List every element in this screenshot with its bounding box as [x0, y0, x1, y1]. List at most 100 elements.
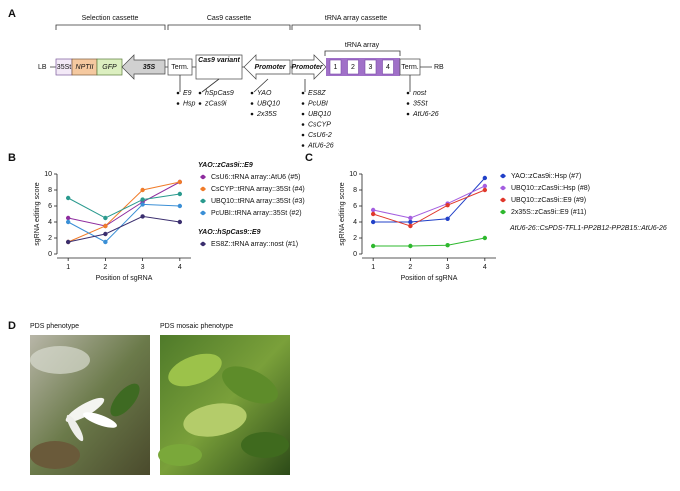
part-label: Promoter	[254, 64, 286, 71]
option-label: AtU6-26	[307, 142, 334, 149]
y-axis-label: sgRNA editing score	[339, 182, 346, 246]
bullet	[406, 102, 410, 105]
bullet	[198, 102, 202, 105]
bullet	[301, 144, 305, 147]
data-point	[408, 243, 413, 249]
series-line	[67, 193, 180, 219]
series-line	[67, 203, 180, 243]
part-label: 35St	[57, 64, 71, 71]
connector	[201, 78, 220, 93]
x-tick-label: 4	[483, 264, 487, 271]
data-point	[408, 215, 413, 221]
x-axis-label: Position of sgRNA	[401, 275, 458, 282]
data-point	[103, 231, 108, 237]
border-label: LB	[38, 64, 47, 71]
data-point	[177, 191, 183, 197]
option-label: E9	[183, 90, 192, 97]
part-label: NPTII	[76, 64, 94, 71]
option-label: Hsp	[183, 100, 196, 107]
series-line	[373, 177, 486, 223]
panel-label: C	[305, 152, 313, 164]
bullet	[198, 91, 202, 95]
y-tick-label: 8	[353, 187, 357, 194]
data-point	[482, 175, 488, 181]
x-tick-label: 1	[66, 264, 70, 271]
y-tick-label: 8	[48, 187, 52, 194]
photo-detail	[65, 397, 105, 423]
data-point	[370, 207, 376, 213]
option-label: 35St	[413, 100, 428, 107]
part-label: 1	[334, 64, 338, 71]
bullet	[176, 91, 180, 95]
bullet	[250, 112, 254, 116]
part	[195, 54, 243, 80]
part-label: 3	[369, 64, 373, 71]
option-label: hSpCas9	[205, 90, 234, 97]
bullet	[301, 112, 305, 116]
bullet	[301, 123, 305, 126]
data-point	[140, 187, 145, 193]
bullet	[406, 112, 410, 116]
photo-detail	[168, 353, 222, 387]
data-point	[140, 197, 145, 202]
option-label: AtU6-26	[412, 111, 439, 118]
promoter-arrow	[291, 54, 327, 80]
option-label: ES8Z	[308, 90, 326, 97]
promoter-arrow	[243, 54, 291, 80]
part-label: 35S	[143, 64, 156, 71]
series-line	[68, 215, 180, 243]
y-tick-label: 4	[48, 219, 52, 226]
data-point	[177, 179, 183, 185]
data-point	[103, 215, 108, 221]
bullet	[301, 133, 305, 137]
trna-unit	[364, 59, 377, 75]
promoter-arrow	[121, 54, 166, 80]
option-label: CsU6-2	[308, 132, 332, 139]
photo-panel: PDS phenotype PDS mosaic phenotype	[30, 323, 290, 475]
data-point	[65, 215, 71, 221]
bullet	[176, 102, 180, 105]
x-tick-label: 3	[446, 264, 450, 271]
panel-label: D	[8, 320, 16, 332]
data-point	[140, 202, 145, 207]
y-tick-label: 10	[44, 171, 52, 178]
cassette-label: tRNA array cassette	[325, 15, 387, 22]
data-point	[370, 243, 376, 249]
photo-detail	[30, 441, 80, 469]
bullet	[301, 102, 305, 105]
legend-label: PcUBI::tRNA array::35St (#2)	[211, 210, 302, 217]
data-point	[482, 183, 488, 189]
data-point	[177, 219, 183, 225]
photo-title: PDS mosaic phenotype	[160, 323, 233, 330]
legend-heading: YAO::hSpCas9::E9	[198, 229, 261, 236]
photo-detail	[158, 444, 202, 466]
photo-title: PDS phenotype	[30, 323, 79, 330]
data-point	[103, 223, 108, 229]
part-label: Promoter	[291, 64, 323, 71]
data-point	[370, 211, 376, 217]
photo-detail	[82, 412, 118, 428]
panel-label: A	[8, 8, 16, 20]
legend-label: 2x35S::zCas9i::E9 (#11)	[511, 209, 586, 216]
construct-diagram: Selection cassette Cas9 cassette tRNA ar…	[38, 15, 444, 93]
legend-label: UBQ10::zCas9i::E9 (#9)	[511, 197, 586, 204]
data-point	[177, 203, 183, 209]
option-label: CsCYP	[308, 121, 331, 128]
y-axis-label: sgRNA editing score	[34, 182, 41, 246]
legend-label: CsCYP::tRNA array::35St (#4)	[211, 186, 305, 193]
series-line	[373, 185, 486, 219]
photo-detail	[110, 383, 140, 417]
bracket	[55, 24, 166, 30]
bullet	[301, 91, 305, 95]
trna-unit	[347, 59, 359, 75]
part-label: Term.	[401, 64, 419, 71]
photo-detail	[241, 432, 289, 458]
option-label: nost	[413, 90, 427, 97]
trna-unit	[382, 59, 394, 75]
trna-unit	[329, 59, 342, 75]
legend-heading: YAO::zCas9i::E9	[198, 162, 253, 169]
option-label: YAO	[257, 90, 272, 97]
bullet	[250, 91, 254, 95]
series-line	[373, 237, 485, 247]
